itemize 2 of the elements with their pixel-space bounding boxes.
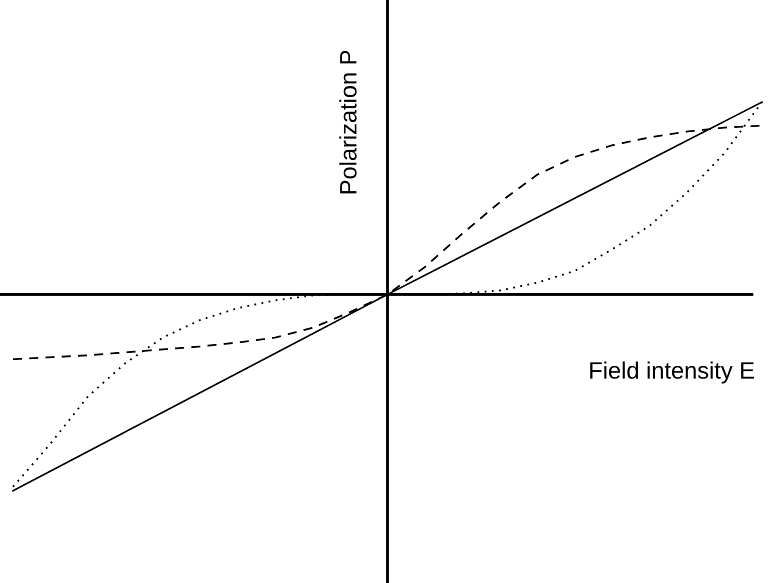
y-axis-title: Polarization P: [339, 50, 357, 194]
x-axis-title: Field intensity E: [590, 361, 754, 384]
